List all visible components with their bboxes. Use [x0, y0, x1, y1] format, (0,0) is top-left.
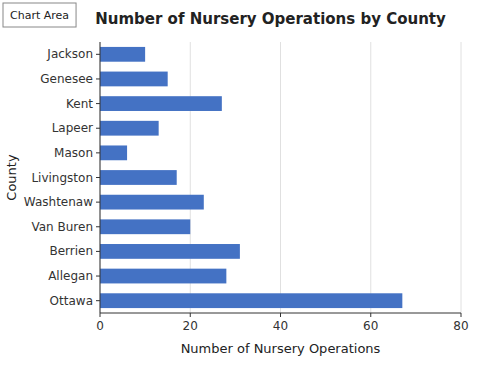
annotation-box — [3, 3, 76, 27]
annotation-text: Chart Area — [10, 9, 69, 22]
bar — [100, 195, 204, 210]
bar — [100, 293, 402, 308]
y-axis-label: County — [4, 154, 19, 201]
x-tick — [461, 313, 462, 317]
y-tick-label: Van Buren — [31, 220, 93, 234]
title: Number of Nursery Operations by County — [95, 10, 446, 28]
bar — [100, 269, 226, 284]
bar — [100, 121, 159, 136]
x-tick-label: 40 — [273, 319, 288, 333]
chart-container: 0 20 40 60 80 Ottawa Allegan Berrien Van Buren Wa… — [0, 0, 483, 365]
y-tick — [96, 152, 100, 153]
x-tick-label: 80 — [453, 319, 468, 333]
y-tick-label: Lapeer — [52, 121, 93, 135]
grid — [100, 42, 461, 313]
y-tick — [96, 54, 100, 55]
grid-line — [280, 42, 281, 313]
x-tick — [280, 313, 281, 317]
y-tick — [96, 202, 100, 203]
chart: 0 20 40 60 80 Ottawa Allegan Berrien Van Buren Wa… — [0, 0, 483, 365]
y-tick-label: Livingston — [31, 171, 93, 185]
axes: 0 20 40 60 80 Ottawa Allegan Berrien Van Buren Wa… — [24, 42, 469, 333]
y-tick — [96, 103, 100, 104]
x-tick-label: 0 — [96, 319, 104, 333]
y-tick — [96, 251, 100, 252]
y-tick-label: Jackson — [46, 47, 93, 61]
x-tick — [190, 313, 191, 317]
grid-line — [370, 42, 371, 313]
y-tick — [96, 226, 100, 227]
y-tick — [96, 300, 100, 301]
y-tick — [96, 128, 100, 129]
y-tick-label: Washtenaw — [24, 195, 93, 209]
bars — [100, 47, 402, 308]
bar — [100, 145, 127, 160]
y-tick-label: Kent — [66, 97, 93, 111]
y-tick-label: Ottawa — [50, 294, 93, 308]
y-tick — [96, 78, 100, 79]
x-tick — [100, 313, 101, 317]
bar — [100, 96, 222, 111]
grid-line — [461, 42, 462, 313]
x-axis-label: Number of Nursery Operations — [181, 341, 381, 356]
y-tick-label: Berrien — [49, 244, 93, 258]
bar — [100, 72, 168, 87]
bar — [100, 47, 145, 62]
bar — [100, 219, 190, 234]
x-tick — [370, 313, 371, 317]
y-tick — [96, 276, 100, 277]
x-tick-label: 20 — [183, 319, 198, 333]
y-tick-label: Mason — [54, 146, 93, 160]
bar — [100, 244, 240, 259]
y-tick-label: Allegan — [48, 269, 93, 283]
annotation: Chart Area — [3, 3, 76, 27]
y-tick — [96, 177, 100, 178]
bar — [100, 170, 177, 185]
y-tick-label: Genesee — [40, 72, 93, 86]
x-tick-label: 60 — [363, 319, 378, 333]
